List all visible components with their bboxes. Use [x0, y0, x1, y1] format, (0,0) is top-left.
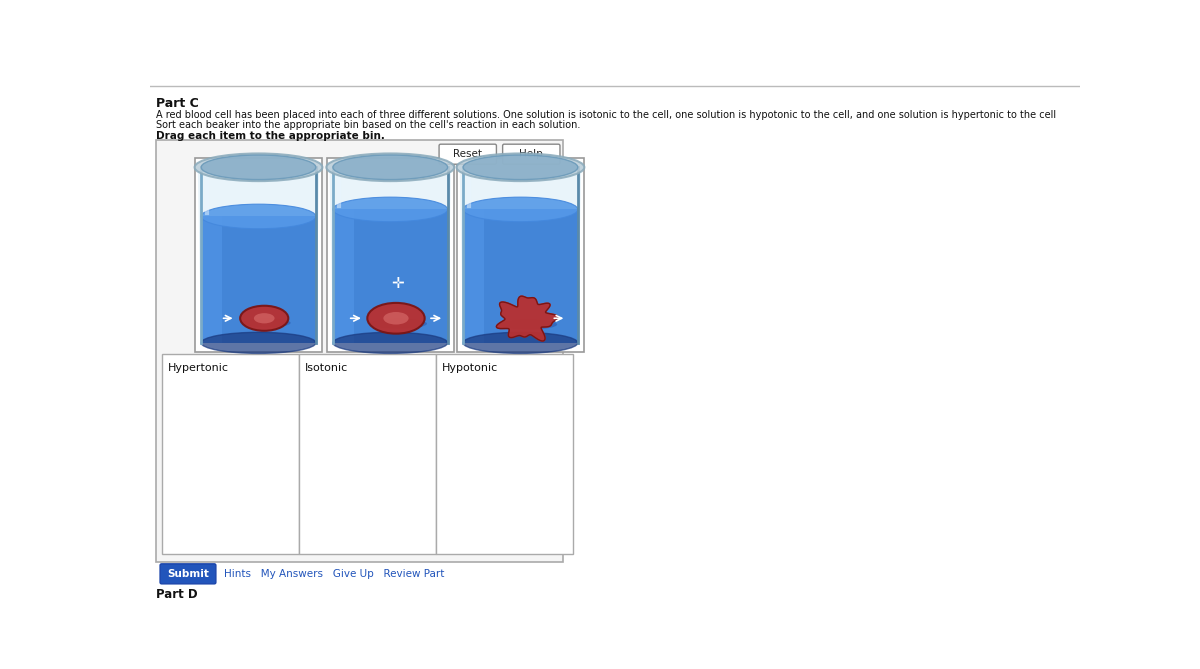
Text: Isotonic: Isotonic: [305, 363, 348, 373]
Polygon shape: [332, 209, 354, 343]
FancyBboxPatch shape: [160, 564, 216, 584]
Text: Help: Help: [520, 149, 544, 159]
FancyBboxPatch shape: [457, 158, 584, 352]
Ellipse shape: [463, 332, 578, 353]
FancyBboxPatch shape: [326, 158, 454, 352]
Text: Part C: Part C: [156, 97, 199, 110]
Text: Hints   My Answers   Give Up   Review Part: Hints My Answers Give Up Review Part: [223, 569, 444, 579]
FancyBboxPatch shape: [162, 354, 299, 554]
Ellipse shape: [367, 303, 425, 334]
Ellipse shape: [242, 318, 290, 327]
Polygon shape: [463, 209, 578, 343]
Polygon shape: [463, 209, 484, 343]
Ellipse shape: [383, 312, 409, 324]
Ellipse shape: [370, 318, 427, 328]
Text: Reset: Reset: [454, 149, 482, 159]
FancyBboxPatch shape: [194, 158, 322, 352]
Ellipse shape: [202, 155, 316, 179]
Ellipse shape: [202, 204, 316, 229]
Polygon shape: [330, 167, 451, 343]
Ellipse shape: [254, 313, 275, 323]
Polygon shape: [497, 296, 558, 341]
Polygon shape: [202, 217, 316, 343]
Ellipse shape: [463, 197, 578, 221]
Text: Hypertonic: Hypertonic: [168, 363, 229, 373]
Polygon shape: [332, 209, 448, 343]
Ellipse shape: [332, 332, 448, 353]
Text: A red blood cell has been placed into each of three different solutions. One sol: A red blood cell has been placed into ea…: [156, 110, 1056, 120]
Polygon shape: [460, 167, 581, 343]
FancyBboxPatch shape: [503, 145, 560, 164]
Ellipse shape: [194, 153, 323, 181]
Text: Drag each item to the appropriate bin.: Drag each item to the appropriate bin.: [156, 131, 385, 141]
Ellipse shape: [456, 153, 584, 181]
Text: ✛: ✛: [391, 276, 404, 290]
Ellipse shape: [463, 155, 578, 179]
Polygon shape: [198, 167, 319, 343]
FancyBboxPatch shape: [439, 145, 497, 164]
Text: Sort each beaker into the appropriate bin based on the cell's reaction in each s: Sort each beaker into the appropriate bi…: [156, 120, 581, 130]
Text: Hypotonic: Hypotonic: [442, 363, 498, 373]
Ellipse shape: [326, 153, 454, 181]
FancyBboxPatch shape: [299, 354, 436, 554]
Ellipse shape: [500, 319, 557, 330]
Text: Part D: Part D: [156, 587, 198, 601]
FancyBboxPatch shape: [436, 354, 574, 554]
Ellipse shape: [332, 155, 448, 179]
Ellipse shape: [332, 197, 448, 221]
Ellipse shape: [202, 332, 316, 353]
Text: Submit: Submit: [167, 569, 209, 579]
Polygon shape: [202, 217, 222, 343]
FancyBboxPatch shape: [156, 140, 563, 563]
Ellipse shape: [240, 306, 288, 330]
